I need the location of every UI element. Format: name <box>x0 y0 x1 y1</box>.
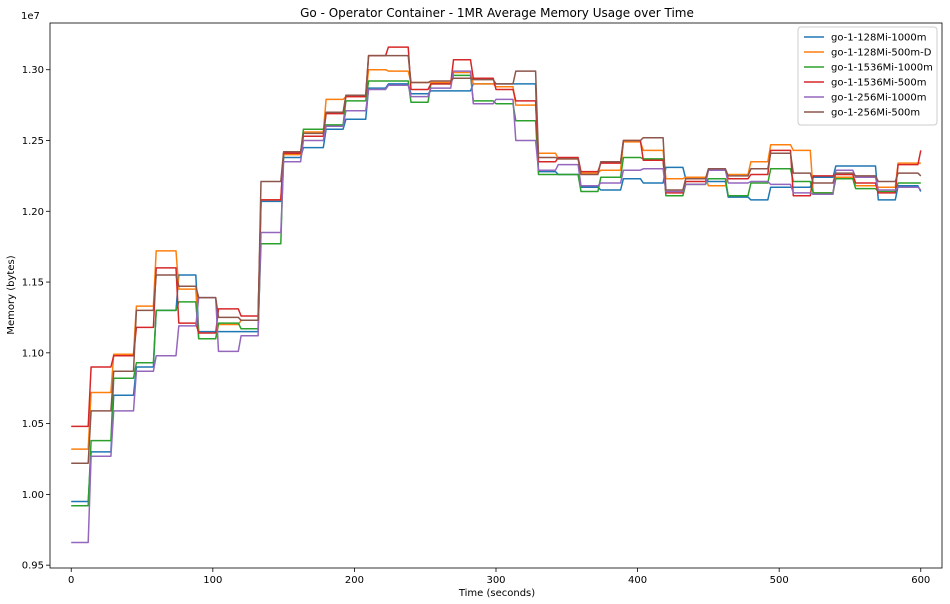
series-line-go-1-128Mi-500m-D <box>71 68 921 450</box>
series-line-go-1-256Mi-500m <box>71 54 922 464</box>
y-tick-label: 1.05 <box>22 419 44 430</box>
x-tick-label: 100 <box>203 575 222 586</box>
x-tick-label: 0 <box>68 575 74 586</box>
y-tick-label: 1.15 <box>22 278 44 289</box>
x-tick-label: 300 <box>486 575 505 586</box>
x-axis-label: Time (seconds) <box>458 588 535 599</box>
plot-area <box>71 46 922 544</box>
series-line-go-1-1536Mi-1000m <box>71 74 921 507</box>
axis-ticks: 0 100 200 300 400 500 600 0.95 1.00 1.05 1.10 1.15 1… <box>22 65 931 586</box>
legend: go-1-128Mi-1000m go-1-128Mi-500m-D go-1-15… <box>797 26 938 126</box>
legend-label: go-1-1536Mi-500m <box>831 78 927 89</box>
legend-label: go-1-256Mi-1000m <box>831 93 927 104</box>
y-tick-label: 1.20 <box>22 207 44 218</box>
legend-box <box>797 26 938 126</box>
x-tick-label: 200 <box>345 575 364 586</box>
series-line-go-1-256Mi-1000m <box>71 70 922 544</box>
legend-label: go-1-1536Mi-1000m <box>831 63 933 74</box>
y-tick-label: 1.00 <box>22 490 44 501</box>
y-tick-label: 0.95 <box>22 561 44 572</box>
series-line-go-1-128Mi-1000m <box>71 83 922 503</box>
y-offset-text: 1e7 <box>21 11 40 22</box>
chart-title: Go - Operator Container - 1MR Average Me… <box>300 6 694 20</box>
x-tick-label: 400 <box>628 575 647 586</box>
legend-label: go-1-256Mi-500m <box>831 108 920 119</box>
y-tick-label: 1.25 <box>22 136 44 147</box>
plot-frame <box>49 22 943 569</box>
x-tick-label: 600 <box>911 575 930 586</box>
x-tick-label: 500 <box>770 575 789 586</box>
y-tick-label: 1.10 <box>22 348 44 359</box>
legend-label: go-1-128Mi-1000m <box>831 33 927 44</box>
legend-label: go-1-128Mi-500m-D <box>831 48 932 59</box>
y-axis-label: Memory (bytes) <box>6 255 17 334</box>
y-tick-label: 1.30 <box>22 65 44 76</box>
